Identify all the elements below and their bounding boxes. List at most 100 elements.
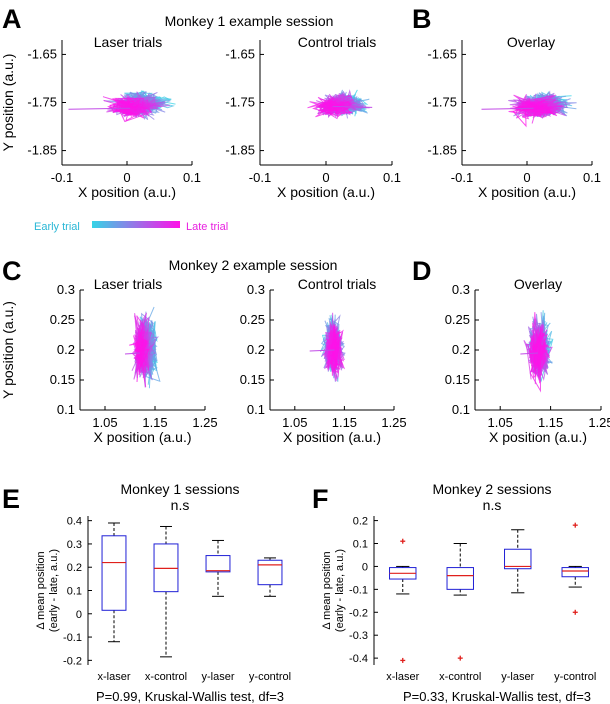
x-tick-label: x-laser <box>386 671 419 683</box>
trajectory-cloud <box>309 312 346 382</box>
x-tick-label: 0 <box>523 170 530 185</box>
trajectory-tail <box>520 352 539 355</box>
outlier-marker <box>400 538 406 544</box>
panel-letter-e: E <box>2 484 20 514</box>
panel-e-title: Monkey 1 sessions <box>120 481 239 497</box>
y-tick-label: -1.65 <box>27 46 57 61</box>
trajectory-line <box>312 99 354 115</box>
legend-gradient-bar <box>92 221 180 228</box>
x-tick-label: 0.1 <box>183 170 201 185</box>
y-tick-label: 0.1 <box>452 402 470 417</box>
trajectory-cloud <box>68 89 176 123</box>
y-tick-label: 0.2 <box>452 342 470 357</box>
box-iqr <box>257 559 283 586</box>
y-tick-label: -0.4 <box>349 653 368 665</box>
boxplot-monkey1-sessions: -0.2 -0.1 0 0.1 0.2 0.3 0.4 x-laser x-control y-l… <box>35 516 291 683</box>
trajectory-cloud <box>307 89 373 120</box>
y-tick-label: 0.2 <box>247 342 265 357</box>
y-tick-label: 0.1 <box>67 586 82 598</box>
panel-a-heading: Monkey 1 example session <box>165 13 334 29</box>
x-axis-label: X position (a.u.) <box>478 184 576 200</box>
legend-early-label: Early trial <box>34 221 80 233</box>
x-tick-label: x-control <box>439 671 481 683</box>
y-tick-label: -0.1 <box>349 584 368 596</box>
x-tick-label: y-control <box>249 671 291 683</box>
trajectory-line <box>512 100 553 128</box>
x-tick-label: -0.1 <box>249 170 271 185</box>
y-tick-label: 0.3 <box>247 282 265 297</box>
y-tick-label: -1.65 <box>427 46 457 61</box>
trajectory-tail <box>309 349 335 352</box>
scatter-plot-monkey2-overlay: 1.05 1.15 1.25 0.1 0.15 0.2 0.25 0.3 X position … <box>445 282 610 445</box>
panel-f-stat: P=0.33, Kruskal-Wallis test, df=3 <box>403 689 591 704</box>
trajectory-cloud <box>481 90 577 128</box>
y-tick-label: 0.15 <box>50 372 75 387</box>
y-tick-label: 0.3 <box>67 539 82 551</box>
scatter-plot-monkey1-overlay: -0.1 0 0.1 -1.65 -1.75 -1.85 X position (a.u.) <box>427 40 601 200</box>
panel-letter-a: A <box>2 4 22 34</box>
x-axis-label: X position (a.u.) <box>78 184 176 200</box>
outlier-marker <box>400 657 406 663</box>
box-iqr <box>101 535 127 611</box>
y-axis-label: (early - late, a.u.) <box>48 549 60 632</box>
y-tick-label: 0.2 <box>57 342 75 357</box>
trajectory-cloud <box>124 306 161 389</box>
trajectory-line <box>134 337 150 368</box>
y-tick-label: 0.3 <box>452 282 470 297</box>
y-axis-label: Y position (a.u.) <box>0 54 16 152</box>
x-axis-label: X position (a.u.) <box>489 429 587 445</box>
x-tick-label: 1.25 <box>588 415 610 430</box>
x-tick-label: 0.1 <box>583 170 601 185</box>
x-tick-label: 1.05 <box>488 415 513 430</box>
panel-c-right-title: Control trials <box>298 276 377 292</box>
panel-e-significance: n.s <box>171 497 190 513</box>
y-tick-label: -0.2 <box>349 607 368 619</box>
x-tick-label: 0 <box>322 170 329 185</box>
scatter-plot-monkey2-laser: 1.05 1.15 1.25 0.1 0.15 0.2 0.25 0.3 X position … <box>0 282 218 445</box>
y-tick-label: -1.85 <box>427 143 457 158</box>
panel-e-stat: P=0.99, Kruskal-Wallis test, df=3 <box>96 689 284 704</box>
box-iqr <box>446 567 474 590</box>
box-y-control <box>561 522 589 615</box>
scatter-plot-monkey1-control: -0.1 0 0.1 -1.65 -1.75 -1.85 X position (a.u.) <box>225 40 401 200</box>
x-tick-label: 1.15 <box>332 415 357 430</box>
y-axis-label: (early - late, a.u.) <box>334 549 346 632</box>
x-tick-label: 1.15 <box>538 415 563 430</box>
y-axis-label: Y position (a.u.) <box>0 301 16 399</box>
x-tick-label: y-control <box>554 671 596 683</box>
outlier-marker <box>572 609 578 615</box>
y-tick-label: -1.65 <box>225 46 255 61</box>
y-tick-label: 0.15 <box>240 372 265 387</box>
panel-f-significance: n.s <box>483 497 502 513</box>
box-iqr <box>561 567 589 578</box>
panel-c-heading: Monkey 2 example session <box>169 257 338 273</box>
x-tick-label: y-laser <box>201 671 234 683</box>
y-tick-label: 0 <box>362 561 368 573</box>
box-y-control <box>257 557 283 597</box>
x-tick-label: y-laser <box>501 671 534 683</box>
panel-c-left-title: Laser trials <box>94 276 162 292</box>
y-tick-label: 0.4 <box>67 516 82 528</box>
trajectory-tail <box>68 107 131 110</box>
y-tick-label: -0.3 <box>349 630 368 642</box>
y-axis-label: Δ mean position <box>321 551 333 629</box>
y-tick-label: 0.1 <box>247 402 265 417</box>
outlier-marker <box>572 522 578 528</box>
panel-letter-d: D <box>412 256 432 286</box>
x-axis-label: X position (a.u.) <box>283 429 381 445</box>
x-tick-label: x-laser <box>97 671 130 683</box>
y-tick-label: 0.25 <box>445 312 470 327</box>
y-tick-label: 0.25 <box>50 312 75 327</box>
y-tick-label: -0.2 <box>63 655 82 667</box>
panel-letter-b: B <box>412 4 432 34</box>
x-tick-label: 1.05 <box>282 415 307 430</box>
y-tick-label: -1.85 <box>225 143 255 158</box>
x-tick-label: 0 <box>123 170 130 185</box>
box-x-control <box>153 525 179 658</box>
scatter-plot-monkey2-control: 1.05 1.15 1.25 0.1 0.15 0.2 0.25 0.3 X position … <box>240 282 407 445</box>
panel-b-title: Overlay <box>507 34 555 50</box>
y-tick-label: 0.2 <box>67 562 82 574</box>
trajectory-line <box>330 325 341 374</box>
panel-d-title: Overlay <box>514 276 562 292</box>
